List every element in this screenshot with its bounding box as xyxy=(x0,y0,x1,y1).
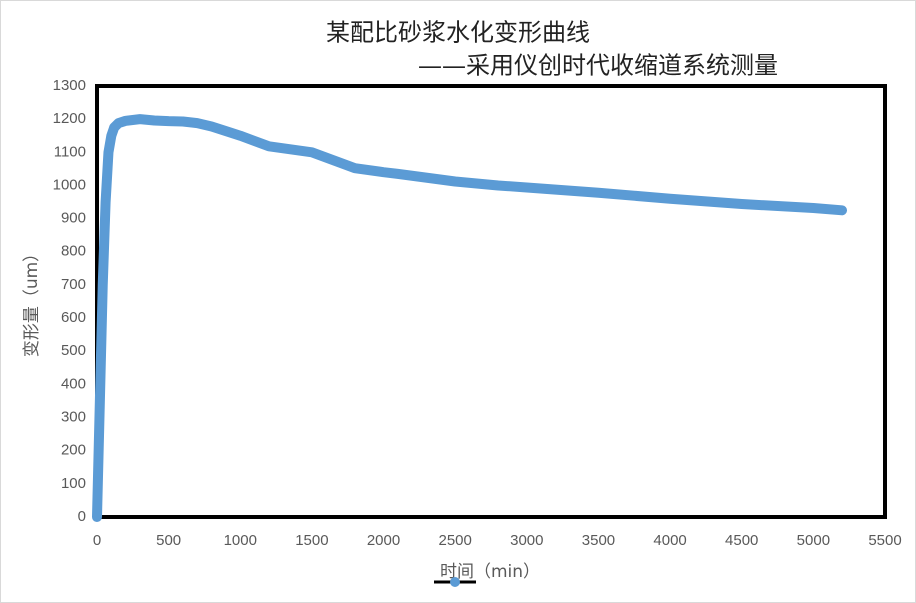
x-tick-label: 2500 xyxy=(438,532,471,549)
y-tick-label: 300 xyxy=(61,409,86,426)
y-tick-label: 900 xyxy=(61,210,86,227)
y-tick-label: 800 xyxy=(61,243,86,260)
data-line xyxy=(92,114,848,522)
y-tick-label: 700 xyxy=(61,276,86,293)
x-tick-label: 3000 xyxy=(510,532,543,549)
legend-marker xyxy=(434,577,476,587)
x-tick-label: 500 xyxy=(156,532,181,549)
x-tick-label: 2000 xyxy=(367,532,400,549)
x-tick-label: 5500 xyxy=(868,532,901,549)
x-axis-label: 时间（min） xyxy=(440,562,540,582)
x-tick-label: 1000 xyxy=(224,532,257,549)
y-tick-label: 0 xyxy=(78,508,86,525)
x-tick-label: 5000 xyxy=(797,532,830,549)
y-tick-label: 1100 xyxy=(54,143,86,160)
x-tick-label: 4500 xyxy=(725,532,758,549)
y-tick-label: 1000 xyxy=(53,176,86,193)
x-tick-label: 1500 xyxy=(295,532,328,549)
chart-subtitle: ——采用仪创时代收缩道系统测量 xyxy=(418,52,778,80)
y-tick-label: 200 xyxy=(61,442,86,459)
y-tick-label: 500 xyxy=(61,342,86,359)
y-tick-label: 100 xyxy=(61,475,86,492)
plot-frame xyxy=(95,84,887,519)
x-tick-label: 0 xyxy=(93,532,101,549)
x-tick-label: 4000 xyxy=(653,532,686,549)
y-tick-label: 1200 xyxy=(53,110,86,127)
x-tick-label: 3500 xyxy=(582,532,615,549)
y-tick-label: 400 xyxy=(61,375,86,392)
y-tick-label: 600 xyxy=(61,309,86,326)
y-axis-label: 变形量（um） xyxy=(22,245,42,357)
chart-title: 某配比砂浆水化变形曲线 xyxy=(326,19,590,47)
y-tick-label: 1300 xyxy=(53,77,86,94)
